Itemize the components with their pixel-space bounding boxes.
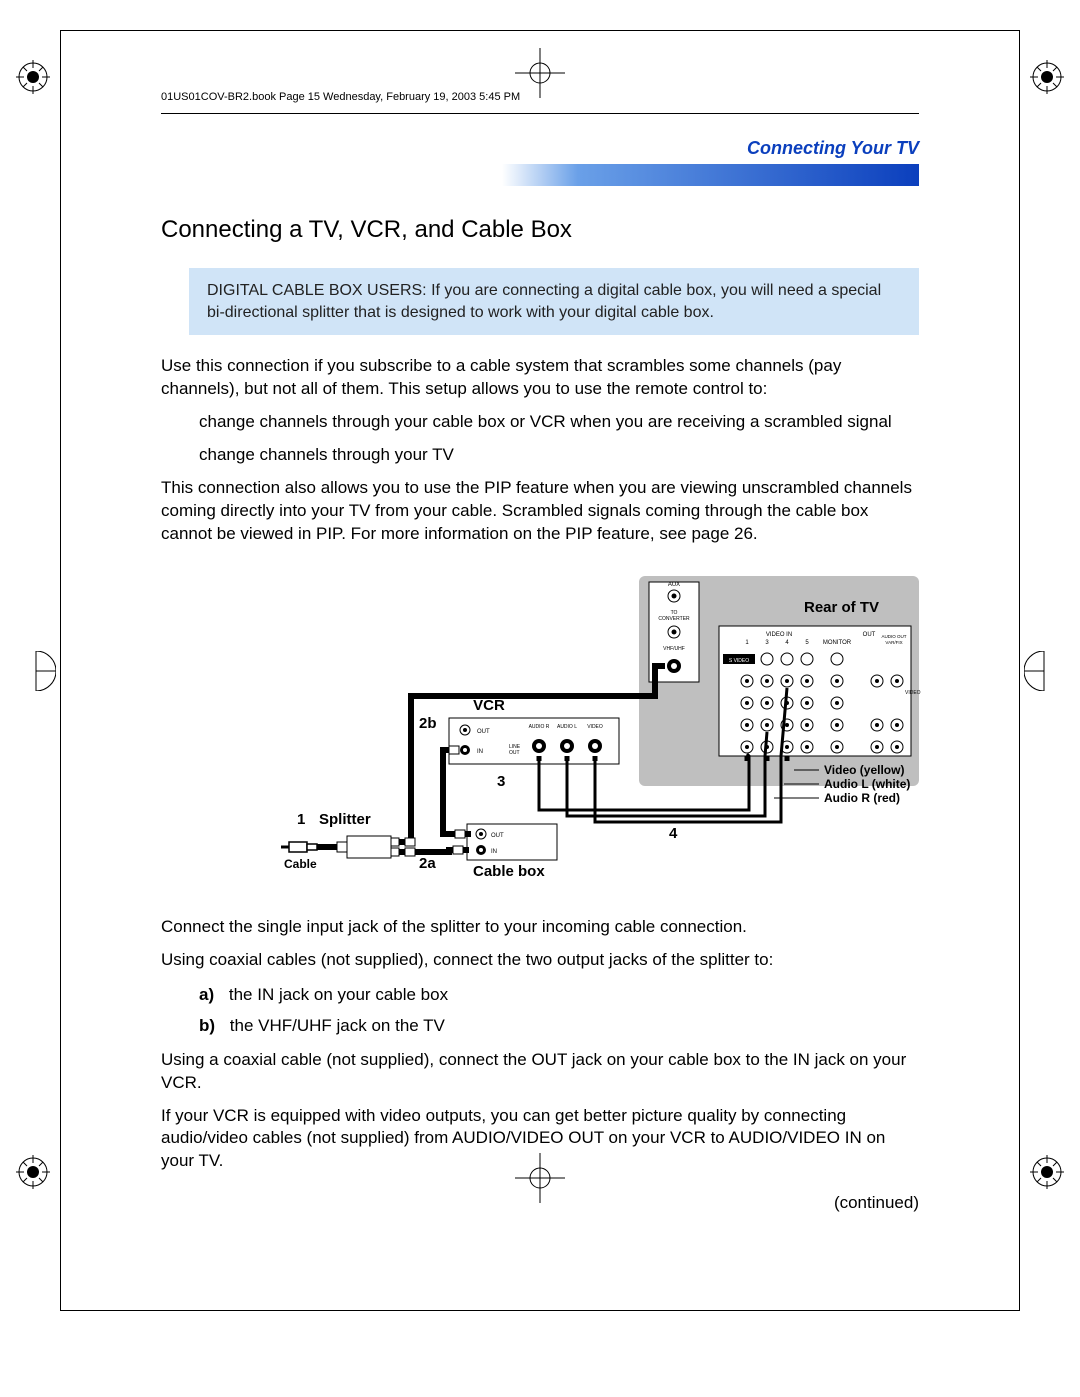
out-label: OUT [863,632,876,638]
step-2b: 2b [419,715,437,732]
rear-of-tv-label: Rear of TV [804,599,879,616]
splitter-step-num: 1 [297,811,305,828]
crop-mark-icon [14,58,52,96]
step-2b-text: the VHF/UHF jack on the TV [230,1016,445,1035]
svg-text:IN: IN [477,749,483,755]
svg-text:VIDEO: VIDEO [587,724,603,730]
svg-text:S VIDEO: S VIDEO [729,658,749,664]
crop-mark-icon [1028,58,1066,96]
splitter-label: Splitter [319,811,371,828]
step-3: 3 [497,773,505,790]
intro-paragraph-2: This connection also allows you to use t… [161,477,919,546]
svg-text:OUT: OUT [491,833,504,839]
step-4-text: If your VCR is equipped with video outpu… [161,1105,919,1174]
page-title: Connecting a TV, VCR, and Cable Box [161,216,919,244]
vhfuhf-label: VHF/UHF [663,646,685,652]
intro-bullet-1: change channels through your cable box o… [199,411,919,434]
connection-diagram: AUX TO CONVERTER VHF/UHF VIDEO IN OUT AU… [161,566,919,896]
step-2b-key: b) [199,1016,215,1035]
intro-bullet-2: change channels through your TV [199,444,919,467]
step-2a: 2a [419,855,436,872]
step-4: 4 [669,825,678,842]
step-2a-key: a) [199,985,214,1004]
svg-text:VIDEO: VIDEO [905,690,921,696]
page-frame: 01US01COV-BR2.book Page 15 Wednesday, Fe… [60,30,1020,1311]
digital-cable-note: DIGITAL CABLE BOX USERS: If you are conn… [189,268,919,335]
crop-mark-icon [1028,1153,1066,1191]
vcr-label: VCR [473,697,505,714]
step-2-text: Using coaxial cables (not supplied), con… [161,949,919,972]
step-2b-row: b) the VHF/UHF jack on the TV [199,1013,919,1039]
step-2a-text: the IN jack on your cable box [229,985,448,1004]
crop-mark-icon [14,1153,52,1191]
audio-l-white-label: Audio L (white) [824,777,910,791]
video-yellow-label: Video (yellow) [824,763,904,777]
svg-text:AUDIO L: AUDIO L [557,724,577,730]
svg-text:AUDIO R: AUDIO R [529,724,550,730]
section-gradient-bar [161,164,919,186]
crosshair-icon [1024,651,1064,691]
svg-text:AUDIO OUT: AUDIO OUT [881,634,906,639]
book-meta-line: 01US01COV-BR2.book Page 15 Wednesday, Fe… [161,91,919,103]
svg-text:MONITOR: MONITOR [823,640,852,646]
crosshair-icon [16,651,56,691]
continued-text: (continued) [161,1193,919,1213]
cablebox-label: Cable box [473,863,545,880]
cable-label: Cable [284,857,317,871]
intro-paragraph-1: Use this connection if you subscribe to … [161,355,919,401]
svg-text:OUT: OUT [509,750,520,756]
svg-text:VAR/FIX: VAR/FIX [885,640,902,645]
audio-r-red-label: Audio R (red) [824,791,900,805]
step-1-text: Connect the single input jack of the spl… [161,916,919,939]
conv-label: CONVERTER [658,616,690,622]
section-header-title: Connecting Your TV [747,138,919,159]
top-rule [161,113,919,114]
svg-text:IN: IN [491,849,497,855]
aux-label: AUX [668,582,680,588]
step-2a-row: a) the IN jack on your cable box [199,982,919,1008]
step-3-text: Using a coaxial cable (not supplied), co… [161,1049,919,1095]
videoin-label: VIDEO IN [766,632,792,638]
svg-text:OUT: OUT [477,729,490,735]
